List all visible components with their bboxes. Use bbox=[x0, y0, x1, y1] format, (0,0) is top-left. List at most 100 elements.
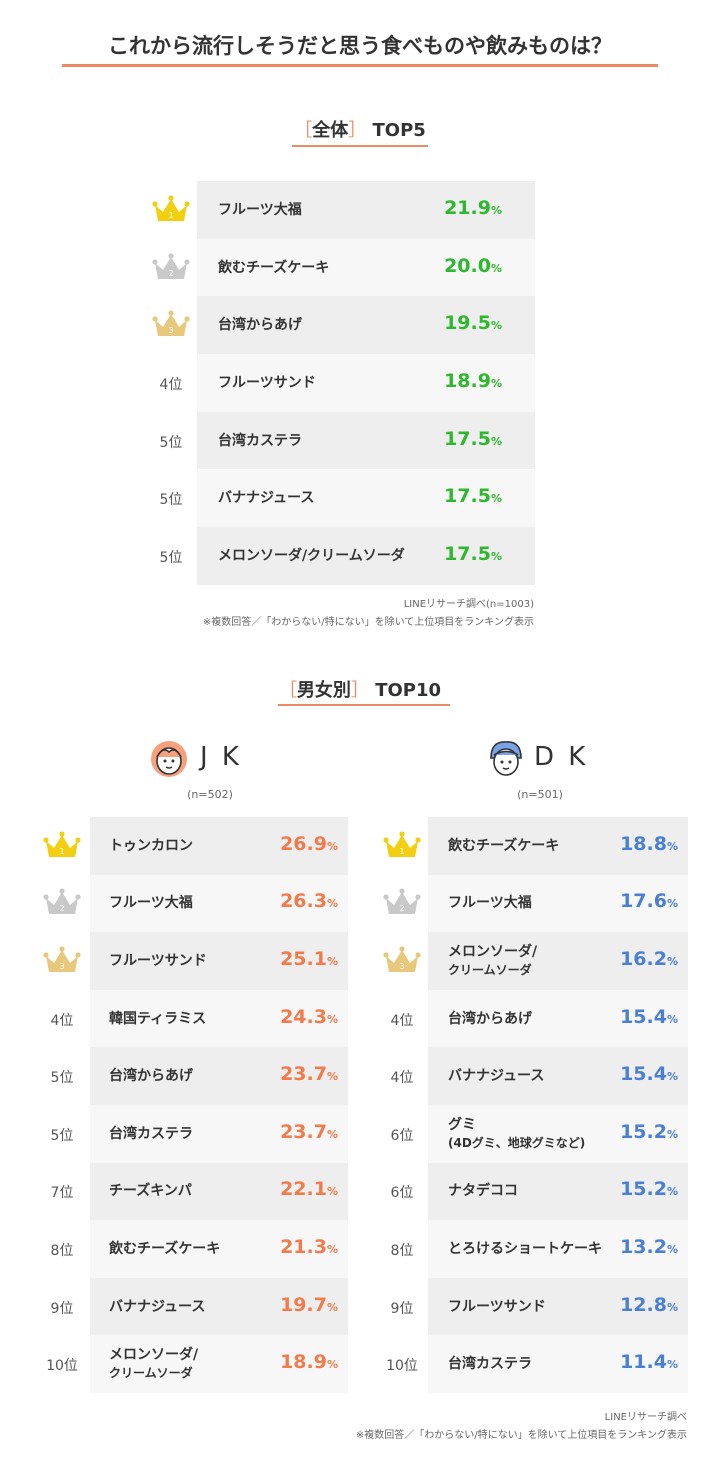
value-label: 12.8 bbox=[620, 1293, 667, 1316]
value-cell: 22.1% bbox=[280, 1178, 338, 1200]
value-label: 26.3 bbox=[280, 890, 327, 913]
rank-crown: 3 bbox=[383, 946, 421, 980]
value-cell: 25.1% bbox=[280, 948, 338, 970]
item-name: ナタデココ bbox=[448, 1183, 518, 1200]
boy-face-icon bbox=[490, 741, 522, 776]
value-cell: 15.4% bbox=[620, 1063, 678, 1085]
percent-unit: % bbox=[326, 1070, 338, 1084]
item-label: 台湾カステラ bbox=[109, 1125, 193, 1143]
percent-unit: % bbox=[666, 1012, 678, 1026]
value-label: 15.4 bbox=[620, 1005, 667, 1028]
item-label: フルーツ大福 bbox=[109, 894, 193, 912]
value-cell: 12.8% bbox=[620, 1294, 678, 1316]
value-cell: 26.3% bbox=[280, 890, 338, 912]
rank-label: 9位 bbox=[390, 1300, 414, 1317]
percent-unit: % bbox=[490, 434, 502, 448]
girl-face-icon bbox=[151, 741, 187, 777]
percent-unit: % bbox=[666, 897, 678, 911]
item-label: フルーツ大福 bbox=[218, 201, 302, 219]
table-row bbox=[428, 1220, 688, 1278]
rank-label: 4位 bbox=[50, 1012, 74, 1029]
item-name: フルーツサンド bbox=[109, 953, 207, 969]
rank-label: 4位 bbox=[390, 1070, 414, 1087]
item-label: バナナジュース bbox=[448, 1067, 544, 1085]
table-row bbox=[428, 1105, 688, 1163]
title-underline bbox=[62, 64, 658, 67]
value-label: 19.5 bbox=[444, 312, 491, 335]
rank-label: 5位 bbox=[159, 492, 183, 509]
value-cell: 19.5% bbox=[444, 312, 502, 334]
percent-unit: % bbox=[666, 1300, 678, 1314]
overall-heading-underline bbox=[292, 145, 428, 147]
percent-unit: % bbox=[326, 1185, 338, 1199]
percent-unit: % bbox=[326, 897, 338, 911]
value-label: 23.7 bbox=[280, 1120, 327, 1143]
rank-label: 8位 bbox=[390, 1243, 414, 1259]
value-label: 23.7 bbox=[280, 1063, 327, 1086]
value-label: 17.5 bbox=[444, 543, 491, 566]
item-label: 韓国ティラミス bbox=[109, 1010, 206, 1028]
overall-source: LINEリサーチ調べ(n=1003) bbox=[403, 599, 534, 610]
value-label: 20.0 bbox=[444, 254, 491, 277]
item-label: フルーツサンド bbox=[109, 952, 207, 970]
value-label: 18.8 bbox=[620, 832, 667, 855]
item-name: フルーツサンド bbox=[218, 374, 316, 391]
value-label: 17.5 bbox=[444, 427, 491, 450]
item-name: 台湾カステラ bbox=[218, 432, 302, 449]
svg-text:1: 1 bbox=[168, 211, 173, 220]
rank-label: 10位 bbox=[46, 1358, 78, 1375]
item-name: バナナジュース bbox=[218, 490, 315, 507]
item-name: 台湾カステラ bbox=[448, 1356, 532, 1373]
value-label: 13.2 bbox=[620, 1236, 667, 1258]
value-cell: 23.7% bbox=[280, 1063, 338, 1085]
value-label: 11.4 bbox=[620, 1351, 667, 1374]
overall-ranking-table: 1 フルーツ大福 21.9% 2 飲むチーズケーキ 20.0% 3 台湾からあげ 19.5% 4位… bbox=[150, 181, 535, 585]
rank-crown: 3 bbox=[43, 946, 81, 980]
item-label: フルーツ大福 bbox=[448, 894, 532, 912]
item-label: メロンソーダ/クリームソーダ bbox=[448, 943, 537, 979]
item-label: グミ (4Dグミ、地球グミなど) bbox=[448, 1116, 585, 1152]
item-label: トゥンカロン bbox=[109, 837, 193, 855]
value-cell: 26.9% bbox=[280, 833, 338, 855]
gender-source: LINEリサーチ調べ bbox=[604, 1412, 687, 1423]
item-name: トゥンカロン bbox=[109, 837, 193, 854]
value-cell: 19.7% bbox=[280, 1294, 338, 1316]
percent-unit: % bbox=[490, 319, 502, 333]
item-name: メロンソーダ/ bbox=[448, 944, 538, 960]
item-label: 飲むチーズケーキ bbox=[109, 1240, 220, 1258]
value-label: 15.2 bbox=[620, 1178, 667, 1201]
rank-crown: 3 bbox=[152, 310, 190, 344]
item-label: 台湾カステラ bbox=[448, 1355, 532, 1373]
rank-label: 6位 bbox=[390, 1127, 414, 1144]
svg-text:3: 3 bbox=[399, 962, 404, 971]
rank-label: 6位 bbox=[390, 1185, 414, 1202]
value-cell: 18.9% bbox=[280, 1351, 338, 1373]
silver-crown-icon: 2 bbox=[152, 252, 190, 279]
value-cell: 16.2% bbox=[620, 948, 678, 970]
table-row bbox=[90, 1162, 348, 1221]
rank-label: 4位 bbox=[159, 376, 183, 393]
value-cell: 15.4% bbox=[620, 1006, 678, 1028]
rank-label: 5位 bbox=[50, 1070, 74, 1087]
value-cell: 17.6% bbox=[620, 890, 678, 912]
table-row bbox=[197, 527, 535, 585]
item-label: 台湾カステラ bbox=[218, 432, 302, 450]
item-name-line2: (4Dグミ、地球グミなど) bbox=[448, 1135, 586, 1150]
value-cell: 15.2% bbox=[620, 1178, 678, 1200]
table-row bbox=[197, 238, 535, 297]
dk-ranking-table: 1 飲むチーズケーキ 18.8% 2 フルーツ大福 17.6% 3 メロンソーダ/クリームソー… bbox=[380, 817, 688, 1393]
table-row bbox=[428, 817, 688, 875]
jk-sample-size: (n=502) bbox=[187, 788, 233, 801]
item-name: 台湾カステラ bbox=[109, 1125, 193, 1142]
percent-unit: % bbox=[666, 1185, 678, 1199]
percent-unit: % bbox=[490, 550, 502, 564]
heading-suffix: TOP5 bbox=[372, 120, 426, 141]
bronze-crown-icon: 3 bbox=[383, 946, 421, 972]
rank-label: 5位 bbox=[159, 434, 183, 451]
item-label: メロンソーダ/クリームソーダ bbox=[218, 547, 405, 565]
item-name: メロンソーダ/クリームソーダ bbox=[218, 548, 405, 565]
value-label: 15.2 bbox=[620, 1120, 667, 1143]
item-label: とろけるショートケーキ bbox=[448, 1240, 602, 1258]
dk-sample-size: (n=501) bbox=[517, 788, 563, 801]
rank-crown: 1 bbox=[383, 831, 421, 865]
